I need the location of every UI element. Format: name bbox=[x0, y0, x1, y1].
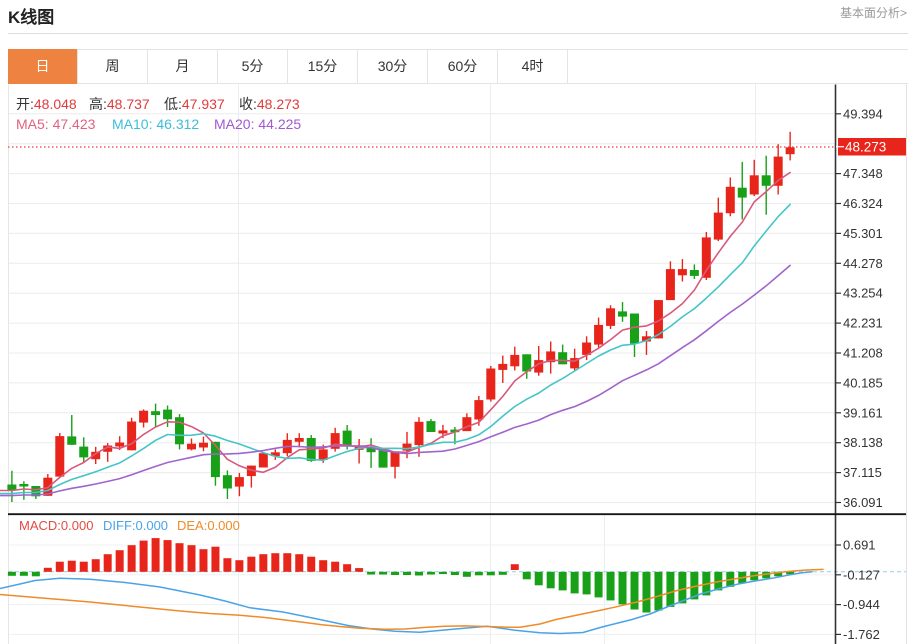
svg-text:-0.944: -0.944 bbox=[843, 597, 880, 612]
svg-text:46.324: 46.324 bbox=[843, 196, 883, 211]
svg-text:-1.762: -1.762 bbox=[843, 627, 880, 642]
svg-text:45.301: 45.301 bbox=[843, 226, 883, 241]
svg-text:43.254: 43.254 bbox=[843, 286, 883, 301]
svg-text:41.208: 41.208 bbox=[843, 346, 883, 361]
svg-text:38.138: 38.138 bbox=[843, 435, 883, 450]
svg-text:49.394: 49.394 bbox=[843, 106, 883, 121]
svg-text:47.348: 47.348 bbox=[843, 166, 883, 181]
svg-text:42.231: 42.231 bbox=[843, 316, 883, 331]
svg-text:DIFF:0.000: DIFF:0.000 bbox=[103, 518, 168, 533]
svg-text:44.278: 44.278 bbox=[843, 256, 883, 271]
svg-text:MACD:0.000: MACD:0.000 bbox=[19, 518, 93, 533]
svg-text:-0.127: -0.127 bbox=[843, 567, 880, 582]
svg-text:0.691: 0.691 bbox=[843, 538, 876, 553]
svg-text:39.161: 39.161 bbox=[843, 405, 883, 420]
svg-text:DEA:0.000: DEA:0.000 bbox=[177, 518, 240, 533]
svg-text:48.273: 48.273 bbox=[845, 140, 886, 155]
svg-text:36.091: 36.091 bbox=[843, 495, 883, 510]
svg-text:37.115: 37.115 bbox=[843, 465, 882, 480]
svg-text:40.185: 40.185 bbox=[843, 375, 883, 390]
